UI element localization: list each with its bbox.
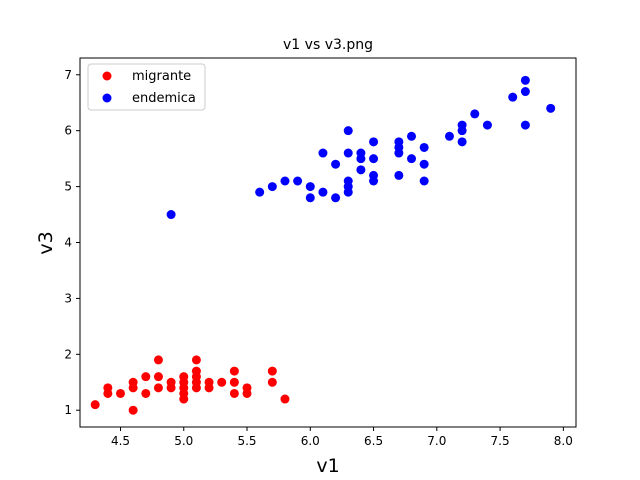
endemica-point [419, 159, 429, 169]
endemica-point [520, 120, 530, 130]
legend-label-endemica: endemica [132, 91, 196, 106]
migrante-point [90, 400, 100, 410]
migrante-point [179, 372, 189, 382]
endemica-point [369, 154, 379, 164]
x-tick-label: 5.0 [174, 434, 193, 448]
migrante-point [242, 383, 252, 393]
endemica-point [331, 193, 341, 203]
endemica-point [356, 165, 366, 175]
points-layer [90, 75, 556, 415]
migrante-point [141, 388, 151, 398]
x-tick-label: 8.0 [554, 434, 573, 448]
endemica-point [318, 148, 328, 158]
endemica-point [394, 170, 404, 180]
migrante-point [128, 405, 138, 415]
legend-box [87, 63, 206, 111]
endemica-point [520, 75, 530, 85]
endemica-point [457, 137, 467, 147]
y-tick-label: 5 [64, 180, 72, 194]
endemica-point [343, 126, 353, 136]
endemica-point [318, 187, 328, 197]
migrante-point [153, 355, 163, 365]
migrante-point [191, 366, 201, 376]
migrante-point [280, 394, 290, 404]
migrante-point [229, 366, 239, 376]
endemica-point [394, 137, 404, 147]
endemica-point [293, 176, 303, 186]
endemica-point [343, 148, 353, 158]
migrante-point [217, 377, 227, 387]
migrante-point [267, 366, 277, 376]
endemica-point [482, 120, 492, 130]
migrante-point [153, 383, 163, 393]
endemica-point [255, 187, 265, 197]
endemica-point [508, 92, 518, 102]
x-tick-label: 7.0 [427, 434, 446, 448]
endemica-point [407, 131, 417, 141]
y-tick-label: 1 [64, 403, 72, 417]
legend: migrante endemica [87, 63, 206, 111]
x-tick-label: 7.5 [491, 434, 510, 448]
migrante-point [191, 355, 201, 365]
endemica-point [470, 109, 480, 119]
migrante-point [204, 377, 214, 387]
endemica-point [331, 159, 341, 169]
legend-marker-migrante [102, 71, 112, 81]
migrante-point [128, 377, 138, 387]
y-tick-label: 6 [64, 124, 72, 138]
endemica-point [280, 176, 290, 186]
y-tick-label: 7 [64, 68, 72, 82]
x-axis-ticks: 4.5 5.0 5.5 6.0 6.5 7.0 7.5 8.0 [111, 427, 573, 448]
migrante-point [166, 377, 176, 387]
endemica-point [267, 182, 277, 192]
endemica-point [419, 176, 429, 186]
legend-marker-endemica [102, 93, 112, 103]
endemica-point [305, 182, 315, 192]
legend-label-migrante: migrante [132, 69, 191, 84]
chart-title: v1 vs v3.png [283, 37, 373, 53]
endemica-point [356, 148, 366, 158]
x-tick-label: 6.0 [301, 434, 320, 448]
migrante-point [267, 377, 277, 387]
endemica-point [369, 170, 379, 180]
endemica-point [305, 193, 315, 203]
y-tick-label: 4 [64, 236, 72, 250]
x-tick-label: 5.5 [237, 434, 256, 448]
endemica-point [444, 131, 454, 141]
endemica-point [457, 120, 467, 130]
migrante-point [153, 372, 163, 382]
y-axis-label: v3 [35, 231, 57, 254]
endemica-point [419, 142, 429, 152]
y-tick-label: 2 [64, 347, 72, 361]
migrante-point [141, 372, 151, 382]
endemica-point [546, 103, 556, 113]
y-tick-label: 3 [64, 291, 72, 305]
migrante-point [229, 377, 239, 387]
migrante-point [103, 388, 113, 398]
x-tick-label: 6.5 [364, 434, 383, 448]
y-axis-ticks: 1 2 3 4 5 6 7 [64, 68, 80, 417]
endemica-point [369, 137, 379, 147]
endemica-point [520, 87, 530, 97]
x-tick-label: 4.5 [111, 434, 130, 448]
migrante-point [115, 388, 125, 398]
x-axis-label: v1 [316, 455, 339, 477]
endemica-point [407, 154, 417, 164]
endemica-point [166, 210, 176, 220]
migrante-point [229, 388, 239, 398]
endemica-point [343, 176, 353, 186]
